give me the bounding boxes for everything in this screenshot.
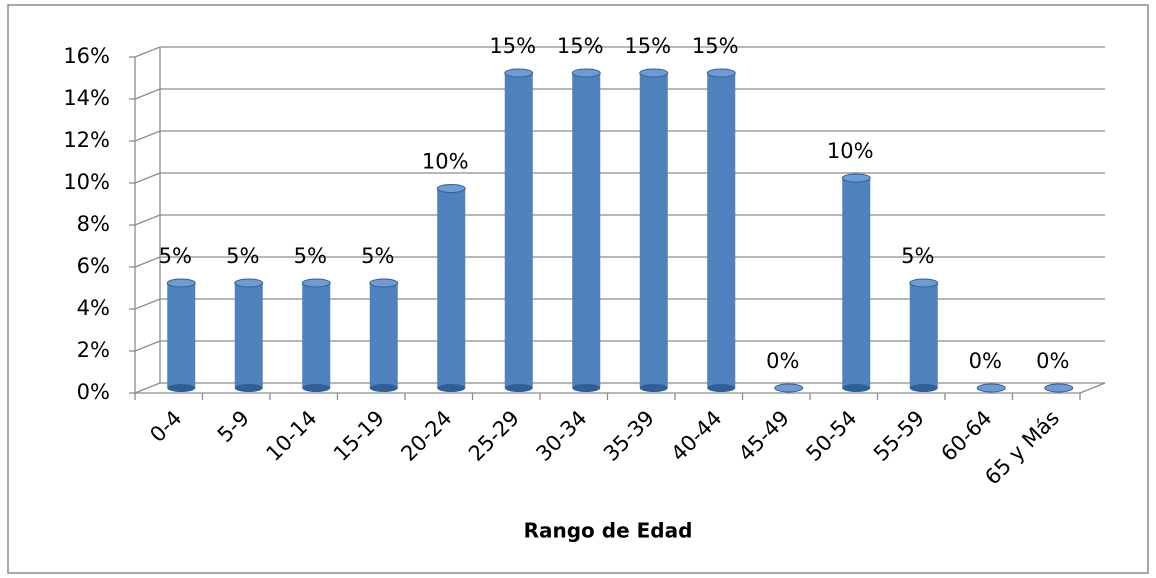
bar-top [301,278,331,288]
grid-line [134,88,161,100]
bar-base [504,384,533,392]
bar-top [234,278,264,288]
grid-line [134,46,161,58]
y-tick-label: 10% [63,170,110,194]
y-tick-label: 4% [77,296,110,320]
bar-top [841,173,871,183]
x-axis-title: Rango de Edad [524,519,693,543]
grid-line [134,214,161,226]
bar [369,283,398,388]
bar [234,283,263,388]
bar [909,283,938,388]
data-label: 5% [226,244,259,268]
data-label: 15% [692,34,739,58]
bar [639,73,668,388]
bar-base [369,384,398,392]
grid-line [134,298,161,310]
bar-base [572,384,601,392]
bar-base [842,384,871,392]
bar [504,73,533,388]
bar-base [167,384,196,392]
grid-line [134,172,161,184]
y-tick-label: 2% [77,338,110,362]
data-label: 0% [766,349,799,373]
data-label: 5% [159,244,192,268]
data-label: 0% [969,349,1002,373]
bar-top [639,68,669,78]
bar-top [369,278,399,288]
data-label: 5% [901,244,934,268]
bar-top [1044,383,1074,393]
bar [707,73,736,388]
data-label: 5% [294,244,327,268]
bar [437,188,466,388]
bar-base [437,384,466,392]
data-label: 10% [422,150,469,174]
data-label: 5% [361,244,394,268]
bar-base [707,384,736,392]
y-tick-label: 0% [77,380,110,404]
bar-top [504,68,534,78]
bar-top [976,383,1006,393]
bar-top [436,184,466,193]
y-tick-label: 6% [77,254,110,278]
data-label: 15% [624,34,671,58]
y-tick-label: 8% [77,212,110,236]
y-tick-label: 12% [63,128,110,152]
y-tick-label: 16% [63,44,110,68]
bar-base [909,384,938,392]
grid-line [134,340,161,352]
data-label: 10% [827,139,874,163]
bar [302,283,331,388]
bar-top [166,278,196,288]
bar-base [302,384,331,392]
bar [167,283,196,388]
grid-line [134,382,161,394]
grid-line [134,256,161,268]
data-label: 15% [557,34,604,58]
bar-top [909,278,939,288]
data-label: 0% [1036,349,1069,373]
bar [572,73,601,388]
bar [842,178,871,388]
bar-top [706,68,736,78]
bar-top [571,68,601,78]
grid-line [134,130,161,142]
bar-base [234,384,263,392]
bar-base [639,384,668,392]
axis-line [1079,382,1106,394]
bar-top [774,383,804,393]
data-label: 15% [489,34,536,58]
y-tick-label: 14% [63,86,110,110]
